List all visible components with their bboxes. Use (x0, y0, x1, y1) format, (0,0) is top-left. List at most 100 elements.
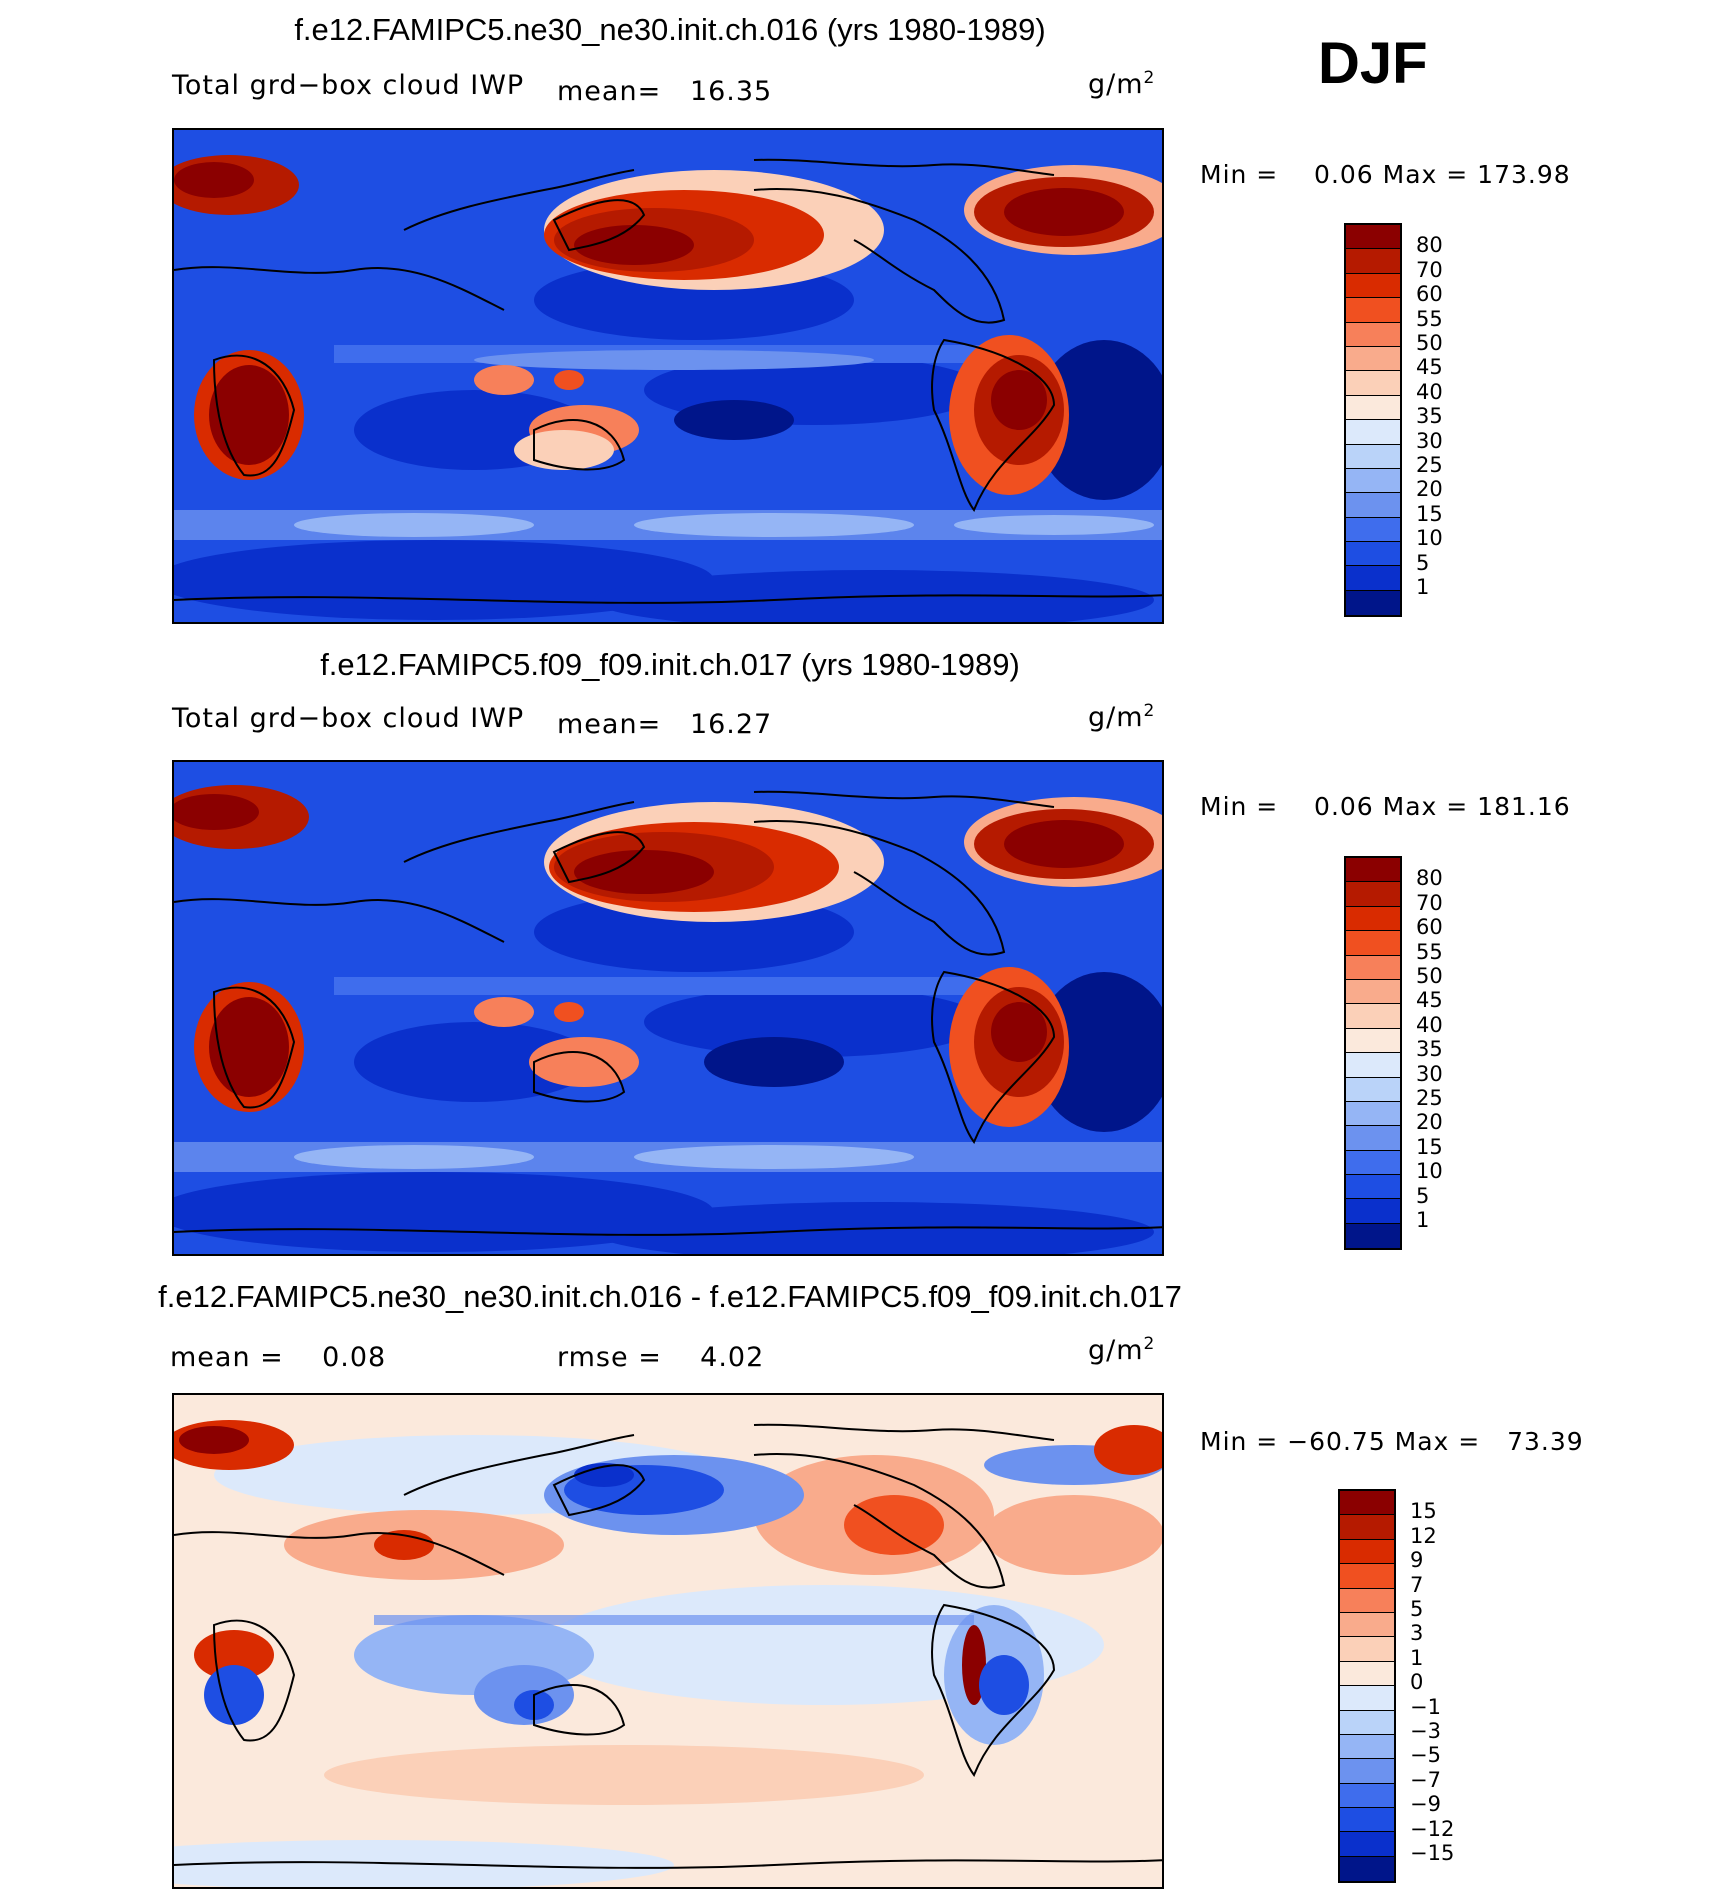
panel2-title: f.e12.FAMIPC5.f09_f09.init.ch.017 (yrs 1… (320, 647, 1020, 682)
colorbar-swatch (1340, 1637, 1394, 1662)
colorbar-label: 3 (1410, 1621, 1424, 1646)
colorbar-swatch (1340, 1856, 1394, 1882)
colorbar-label: 5 (1416, 550, 1430, 575)
colorbar-label: 12 (1410, 1523, 1437, 1548)
colorbar-label: 25 (1416, 453, 1443, 477)
colorbar-swatch (1346, 468, 1400, 494)
colorbar-swatch (1340, 1515, 1394, 1540)
colorbar-swatch (1346, 1004, 1400, 1029)
panel2-mean: mean= 16.27 (557, 709, 773, 740)
colorbar-swatch (1340, 1734, 1394, 1760)
colorbar-label: 7 (1410, 1572, 1424, 1597)
panel2-variable: Total grd−box cloud IWP (172, 703, 525, 734)
colorbar-swatch (1346, 517, 1400, 543)
panel3-map (172, 1393, 1164, 1889)
colorbar-label: 50 (1416, 964, 1443, 988)
colorbar-swatch (1340, 1759, 1394, 1784)
colorbar-swatch (1346, 1077, 1400, 1102)
colorbar-swatch (1340, 1832, 1394, 1857)
panel1-variable: Total grd−box cloud IWP (172, 70, 525, 101)
colorbar-swatch (1346, 346, 1400, 372)
colorbar-label: 80 (1416, 233, 1443, 258)
colorbar-swatch (1340, 1808, 1394, 1833)
colorbar-swatch (1340, 1661, 1394, 1687)
colorbar-swatch (1346, 420, 1400, 445)
panel1-units: g/m2 (1088, 68, 1156, 100)
colorbar-swatch (1346, 249, 1400, 274)
panel2-minmax: Min = 0.06 Max = 181.16 (1200, 792, 1571, 821)
panel3-mean: mean = 0.08 (170, 1342, 387, 1373)
panel3-title: f.e12.FAMIPC5.ne30_ne30.init.ch.016 - f.… (158, 1279, 1182, 1314)
colorbar-label: 20 (1416, 1110, 1443, 1135)
colorbar-label: 1 (1416, 575, 1430, 599)
panel3-minmax: Min = −60.75 Max = 73.39 (1200, 1427, 1584, 1456)
colorbar-label: 60 (1416, 915, 1443, 940)
colorbar-swatch (1340, 1539, 1394, 1565)
colorbar-boxes (1338, 1489, 1396, 1884)
colorbar-label: −12 (1410, 1816, 1455, 1841)
colorbar-label: −1 (1410, 1694, 1441, 1719)
colorbar-swatch (1346, 931, 1400, 956)
colorbar-label: 30 (1416, 428, 1443, 453)
colorbar-swatch (1346, 979, 1400, 1005)
colorbar-swatch (1346, 1101, 1400, 1127)
colorbar-label: 1 (1416, 1208, 1430, 1232)
panel2-units: g/m2 (1088, 701, 1156, 733)
colorbar-label: 15 (1416, 1134, 1443, 1159)
panel2-map (172, 760, 1164, 1256)
colorbar-label: 25 (1416, 1086, 1443, 1110)
colorbar-label: 35 (1416, 404, 1443, 429)
colorbar-label: 30 (1416, 1061, 1443, 1086)
colorbar-swatch (1346, 1150, 1400, 1176)
colorbar-swatch (1346, 590, 1400, 616)
colorbar-swatch (1346, 1126, 1400, 1151)
colorbar-label: −15 (1410, 1841, 1455, 1865)
colorbar-label: 45 (1416, 355, 1443, 380)
colorbar-swatch (1346, 1223, 1400, 1249)
colorbar-swatch (1346, 371, 1400, 396)
colorbar-swatch (1340, 1710, 1394, 1735)
colorbar-swatch (1346, 542, 1400, 567)
colorbar-label: 1 (1410, 1645, 1424, 1670)
colorbar-label: 5 (1416, 1183, 1430, 1208)
colorbar-swatch (1346, 395, 1400, 421)
colorbar-label: 15 (1410, 1499, 1437, 1524)
colorbar-label: 80 (1416, 866, 1443, 891)
colorbar-swatch (1340, 1588, 1394, 1613)
colorbar-swatch (1346, 298, 1400, 323)
colorbar-label: 45 (1416, 988, 1443, 1013)
colorbar-swatch (1346, 444, 1400, 469)
panel3-map-svg (174, 1395, 1162, 1887)
colorbar-label: 40 (1416, 1012, 1443, 1037)
colorbar-label: 55 (1416, 939, 1443, 964)
colorbar-swatch (1346, 858, 1400, 883)
colorbar-label: 70 (1416, 890, 1443, 915)
colorbar-swatch (1340, 1783, 1394, 1809)
colorbar-label: 0 (1410, 1670, 1424, 1695)
panel1-map (172, 128, 1164, 624)
colorbar-label: −7 (1410, 1767, 1441, 1792)
colorbar-label: 40 (1416, 379, 1443, 404)
panel1-map-svg (174, 130, 1162, 622)
panel1-minmax: Min = 0.06 Max = 173.98 (1200, 160, 1571, 189)
colorbar-label: −9 (1410, 1792, 1441, 1817)
colorbar-label: 50 (1416, 331, 1443, 355)
colorbar-swatch (1346, 1199, 1400, 1224)
colorbar-swatch (1346, 955, 1400, 980)
colorbar-label: 10 (1416, 526, 1443, 551)
colorbar-label: 10 (1416, 1159, 1443, 1184)
colorbar-swatch (1346, 906, 1400, 932)
colorbar-swatch (1340, 1564, 1394, 1589)
panel2-map-svg (174, 762, 1162, 1254)
colorbar-swatch (1340, 1612, 1394, 1638)
panel1-title: f.e12.FAMIPC5.ne30_ne30.init.ch.016 (yrs… (294, 12, 1046, 47)
colorbar-swatch (1340, 1491, 1394, 1516)
colorbar-label: 35 (1416, 1037, 1443, 1062)
panel1-mean: mean= 16.35 (557, 76, 773, 107)
colorbar-swatch (1346, 273, 1400, 299)
panel3-units: g/m2 (1088, 1334, 1156, 1366)
colorbar-label: 15 (1416, 501, 1443, 526)
colorbar-label: 5 (1410, 1597, 1424, 1621)
colorbar-label: 9 (1410, 1548, 1424, 1573)
colorbar-swatch (1346, 1028, 1400, 1054)
